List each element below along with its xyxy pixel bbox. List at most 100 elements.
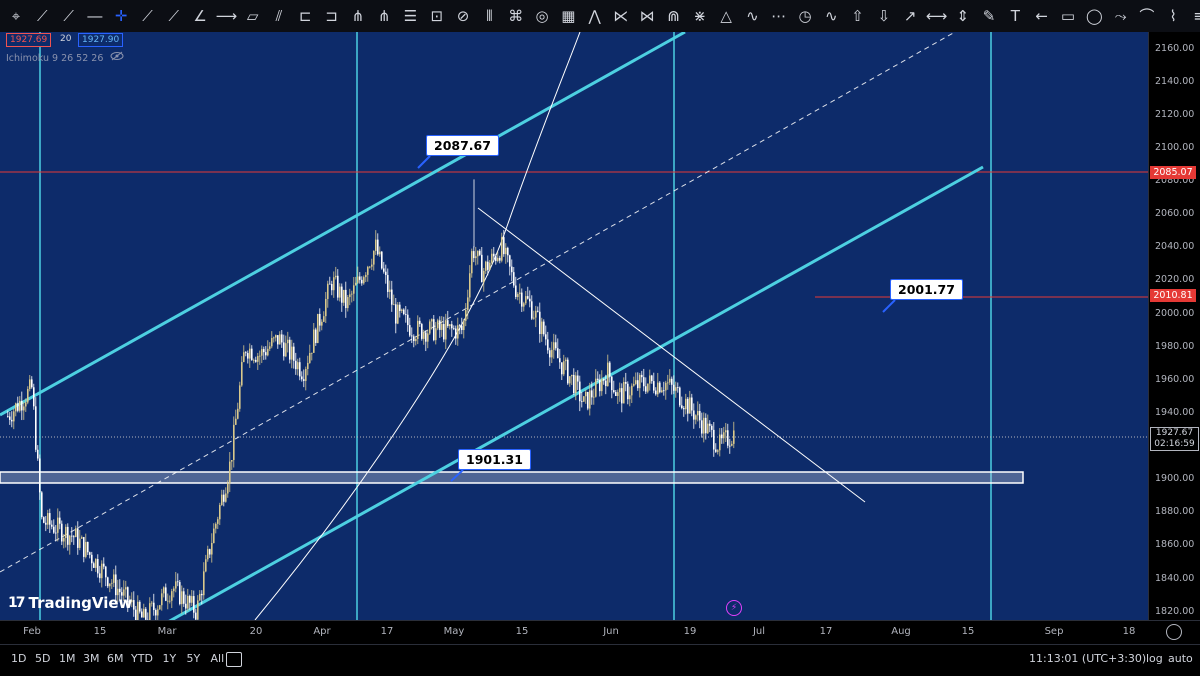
support-zone-rectangle[interactable] [0,472,1023,483]
candle-body [541,322,543,334]
parallel-channel-tool[interactable]: ▱ [241,4,265,28]
rectangle-tool[interactable]: ▭ [1056,4,1080,28]
price-tick-label: 2100.00 [1155,142,1194,153]
gann-fan-tool[interactable]: ⋀ [583,4,607,28]
spread-value: 20 [60,34,71,44]
cyclic-lines-tool[interactable]: ⋯ [767,4,791,28]
trend-angle-tool[interactable]: ∠ [188,4,212,28]
abcd-pattern-tool[interactable]: ⋇ [688,4,712,28]
horizontal-ray-tool[interactable]: ⟶ [214,4,238,28]
chart-canvas[interactable] [0,32,1148,620]
trend-line-tool[interactable]: ⟋ [30,4,54,28]
polyline-tool[interactable]: ⌇ [1161,4,1185,28]
fib-circles-tool[interactable]: ◎ [530,4,554,28]
candle-body [399,305,401,311]
candle-body [153,603,155,610]
date-range-tool[interactable]: ⟷ [925,4,949,28]
fib-retracement-tool[interactable]: ☰ [399,4,423,28]
schiff-pitchfork-tool[interactable]: ⋔ [372,4,396,28]
sine-line-tool[interactable]: ∿ [819,4,843,28]
xabcd-pattern-tool[interactable]: ⋉ [609,4,633,28]
crosshair-tool[interactable]: ✛ [109,4,133,28]
go-to-date-icon[interactable] [226,652,242,667]
candle-body [387,275,389,292]
pitchfork-tool[interactable]: ⋔ [346,4,370,28]
time-tick-label: 15 [94,626,107,637]
candle-body [449,324,451,326]
price-tag-lower[interactable]: 2010.81 [1150,289,1196,302]
descending-trendline[interactable] [478,208,865,502]
candle-body [307,363,309,369]
clock-display[interactable]: 11:13:01 (UTC+3:30) [1029,652,1146,665]
extended-line-tool[interactable]: ⟋ [162,4,186,28]
candle-body [561,362,563,374]
brush-tool[interactable]: ✎ [977,4,1001,28]
ellipse-tool[interactable]: ◯ [1082,4,1106,28]
chart-pane[interactable]: 1927.69 20 1927.90 Ichimoku 9 26 52 26 2… [0,32,1148,620]
range-button-ytd[interactable]: YTD [131,652,153,665]
fib-extension-tool[interactable]: ⊡ [425,4,449,28]
candle-body [529,299,531,302]
curve-tool[interactable]: ⌒ [1135,4,1159,28]
cypher-pattern-tool[interactable]: ⋈ [635,4,659,28]
candle-body [491,254,493,263]
candle-body [519,293,521,295]
sell-price-box[interactable]: 1927.69 [6,33,51,47]
fib-speed-fan-tool[interactable]: ⌘ [504,4,528,28]
flat-top-bottom-tool[interactable]: ⊏ [293,4,317,28]
indicator-legend[interactable]: Ichimoku 9 26 52 26 [6,51,124,64]
more-tools[interactable]: ≡ [1188,4,1200,28]
regression-tool[interactable]: ⫽ [267,4,291,28]
price-callout-mid[interactable]: 2001.77 [890,279,963,300]
price-tag-upper[interactable]: 2085.07 [1150,166,1196,179]
triangle-pattern-tool[interactable]: △ [714,4,738,28]
price-callout-top[interactable]: 2087.67 [426,135,499,156]
price-callout-low[interactable]: 1901.31 [458,449,531,470]
channel-lower-line[interactable] [150,167,983,620]
horizontal-line-tool[interactable]: ― [83,4,107,28]
range-button-3m[interactable]: 3M [83,652,100,665]
forecast-tool[interactable]: ↗ [898,4,922,28]
fib-time-zone-tool[interactable]: ⦀ [477,4,501,28]
fib-channel-tool[interactable]: ⊘ [451,4,475,28]
eye-icon[interactable] [110,53,124,64]
long-position-tool[interactable]: ⇧ [846,4,870,28]
buy-price-box[interactable]: 1927.90 [78,33,123,47]
log-scale-toggle[interactable]: log [1146,652,1163,665]
candle-body [47,513,49,525]
info-line-tool[interactable]: ⟋ [136,4,160,28]
channel-middle-line[interactable] [0,32,955,572]
candle-body [263,349,265,352]
candle-body [241,362,243,385]
candle-body [27,389,29,403]
range-button-all[interactable]: All [211,652,225,665]
axis-settings-icon[interactable] [1166,624,1182,640]
cursor-tool[interactable]: ⌖ [4,4,28,28]
lightning-icon[interactable]: ⚡ [726,600,742,616]
ray-tool[interactable]: ⟋ [57,4,81,28]
candle-body [281,334,283,342]
range-button-5d[interactable]: 5D [35,652,50,665]
callout-pointer [418,156,430,168]
range-button-1y[interactable]: 1Y [163,652,177,665]
candle-body [115,574,117,595]
head-shoulders-tool[interactable]: ⋒ [662,4,686,28]
arrow-tool[interactable]: ← [1030,4,1054,28]
text-tool[interactable]: T [1003,4,1027,28]
range-button-6m[interactable]: 6M [107,652,124,665]
path-tool[interactable]: ⤳ [1109,4,1133,28]
price-range-tool[interactable]: ⇕ [951,4,975,28]
short-position-tool[interactable]: ⇩ [872,4,896,28]
channel-upper-line[interactable] [0,32,685,415]
range-button-5y[interactable]: 5Y [187,652,201,665]
time-cycles-tool[interactable]: ◷ [793,4,817,28]
range-button-1m[interactable]: 1M [59,652,76,665]
elliott-wave-tool[interactable]: ∿ [740,4,764,28]
range-button-1d[interactable]: 1D [11,652,26,665]
disjoint-channel-tool[interactable]: ⊐ [320,4,344,28]
auto-scale-toggle[interactable]: auto [1168,652,1193,665]
gann-box-tool[interactable]: ▦ [556,4,580,28]
